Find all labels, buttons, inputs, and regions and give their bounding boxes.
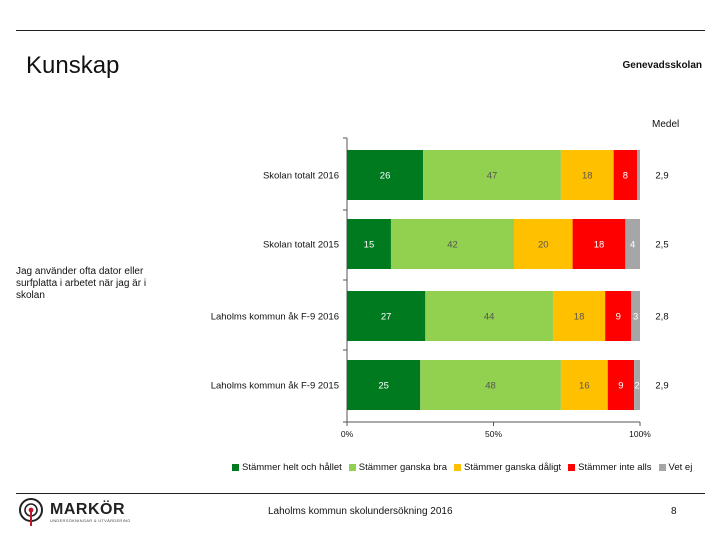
data-label: 27 bbox=[381, 312, 392, 323]
legend-swatch bbox=[348, 464, 356, 471]
markor-logo: MARKÖR UNDERSÖKNINGAR & UTVÄRDERING bbox=[16, 497, 131, 527]
bar-segment bbox=[420, 360, 561, 410]
bar-segment bbox=[572, 219, 626, 269]
data-label: 15 bbox=[364, 240, 375, 251]
category-label: Skolan totalt 2015 bbox=[263, 240, 339, 251]
logo-subtitle: UNDERSÖKNINGAR & UTVÄRDERING bbox=[50, 518, 131, 523]
legend-label: Stämmer inte alls bbox=[578, 462, 652, 473]
data-label: 42 bbox=[447, 240, 458, 251]
bar-segment bbox=[607, 360, 635, 410]
legend-swatch bbox=[658, 464, 666, 471]
bar-segment bbox=[637, 150, 640, 200]
x-tick-label: 50% bbox=[485, 429, 502, 439]
data-label: 25 bbox=[378, 381, 389, 392]
markor-logo-icon bbox=[19, 498, 43, 526]
legend-swatch bbox=[232, 464, 239, 471]
data-label: 9 bbox=[616, 312, 621, 323]
page-title: Kunskap bbox=[26, 52, 120, 79]
school-name: Genevadsskolan bbox=[622, 60, 702, 71]
data-label: 8 bbox=[623, 171, 628, 182]
legend-swatch bbox=[453, 464, 461, 471]
data-label: 20 bbox=[538, 240, 549, 251]
medel-header: Medel bbox=[652, 119, 680, 130]
bar-segment bbox=[347, 219, 391, 269]
category-label: Laholms kommun åk F-9 2016 bbox=[211, 312, 339, 323]
bar-segment bbox=[347, 291, 426, 341]
bar-segment bbox=[390, 219, 515, 269]
bar-segment bbox=[560, 360, 608, 410]
bar-segment bbox=[631, 291, 640, 341]
legend-label: Vet ej bbox=[668, 462, 693, 473]
category-label: Laholms kommun åk F-9 2015 bbox=[211, 381, 339, 392]
bar-segment bbox=[605, 291, 632, 341]
bar-segment bbox=[625, 219, 640, 269]
data-label: 18 bbox=[594, 240, 605, 251]
legend-swatch bbox=[568, 464, 576, 471]
medel-value: 2,5 bbox=[655, 240, 668, 251]
bottom-rule bbox=[16, 493, 705, 494]
data-label: 18 bbox=[582, 171, 593, 182]
legend-item: Stämmer ganska dåligt bbox=[453, 462, 562, 473]
data-label: 48 bbox=[485, 381, 496, 392]
bar-segment bbox=[634, 360, 640, 410]
data-label: 16 bbox=[579, 381, 590, 392]
page-number: 8 bbox=[671, 506, 677, 517]
data-label: 3 bbox=[633, 312, 638, 323]
logo-name: MARKÖR bbox=[50, 501, 125, 518]
bar-segment bbox=[347, 360, 421, 410]
data-label: 9 bbox=[618, 381, 623, 392]
bar-segment bbox=[552, 291, 606, 341]
legend-item: Stämmer helt och hållet bbox=[232, 462, 342, 473]
question-text: Jag använder ofta dator eller surfplatta… bbox=[16, 266, 147, 301]
medel-value: 2,9 bbox=[655, 381, 668, 392]
legend-label: Stämmer ganska bra bbox=[358, 462, 447, 473]
legend-label: Stämmer helt och hållet bbox=[242, 462, 342, 473]
bar-segment bbox=[560, 150, 614, 200]
data-label: 26 bbox=[380, 171, 391, 182]
data-label: 2 bbox=[634, 381, 639, 392]
bar-segment bbox=[613, 150, 638, 200]
data-label: 47 bbox=[487, 171, 498, 182]
data-label: 18 bbox=[574, 312, 585, 323]
bar-segment bbox=[347, 150, 424, 200]
legend-item: Vet ej bbox=[658, 462, 693, 473]
category-label: Skolan totalt 2016 bbox=[263, 171, 339, 182]
bar-segment bbox=[423, 150, 561, 200]
data-label: 44 bbox=[484, 312, 495, 323]
x-tick-label: 0% bbox=[341, 429, 354, 439]
chart-legend: Stämmer helt och hållet Stämmer ganska br… bbox=[232, 462, 692, 473]
legend-item: Stämmer ganska bra bbox=[348, 462, 447, 473]
bar-segment bbox=[514, 219, 573, 269]
bar-segment bbox=[425, 291, 553, 341]
data-label: 4 bbox=[630, 240, 635, 251]
legend-label: Stämmer ganska dåligt bbox=[463, 462, 562, 473]
medel-value: 2,9 bbox=[655, 171, 668, 182]
medel-value: 2,8 bbox=[655, 312, 668, 323]
x-tick-label: 100% bbox=[629, 429, 651, 439]
footer-text: Laholms kommun skolundersökning 2016 bbox=[268, 506, 453, 517]
legend-item: Stämmer inte alls bbox=[568, 462, 652, 473]
top-rule bbox=[16, 30, 705, 31]
